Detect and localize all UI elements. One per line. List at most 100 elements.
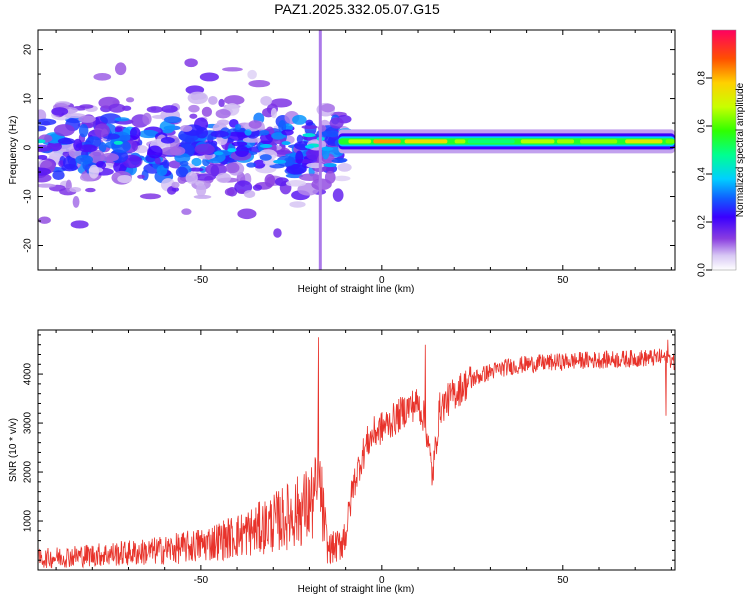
spectrogram-blob <box>175 166 189 178</box>
figure-title: PAZ1.2025.332.05.07.G15 <box>274 1 440 17</box>
spectrogram-blob <box>237 189 246 194</box>
spectrogram-blob <box>332 188 344 202</box>
spectrogram-image <box>38 30 675 270</box>
spectrogram-blob <box>201 106 213 117</box>
spectrogram-blob <box>199 72 219 82</box>
spectrogram-ytick-label: 0 <box>23 144 34 150</box>
spectrogram-blob <box>218 98 225 108</box>
spectrogram-blob <box>78 144 98 153</box>
spectrogram-ytick-label: -10 <box>23 189 34 204</box>
spectrogram-bright-spot <box>113 140 123 145</box>
spectrogram-blob <box>224 188 235 196</box>
spectrogram-blob <box>253 159 266 169</box>
spectrogram-blob <box>177 175 187 184</box>
spectrogram-bright-spot <box>259 144 273 149</box>
spectrogram-blob <box>125 97 135 103</box>
spectrogram-ytick-label: 10 <box>23 93 34 105</box>
spectrogram-blob <box>85 187 96 193</box>
spectrogram-carrier-core <box>579 139 618 144</box>
spectrogram-blob <box>171 187 180 192</box>
snr-xtick-label: 50 <box>557 575 569 586</box>
spectrogram-blob <box>231 141 248 147</box>
spectrogram-blob <box>154 156 161 165</box>
spectrogram-bright-spot <box>323 163 337 168</box>
snr-ytick-label: 4000 <box>23 363 34 386</box>
spectrogram-blob <box>181 208 192 215</box>
spectrogram-blob <box>72 196 80 208</box>
spectrogram-blob <box>259 129 270 136</box>
spectrogram-blob <box>215 109 231 119</box>
spectrogram-blob <box>305 119 314 126</box>
spectrogram-blob <box>139 193 162 200</box>
spectrogram-blob <box>193 194 212 199</box>
spectrogram-blob <box>252 184 263 191</box>
spectrogram-blob <box>320 103 335 113</box>
spectrogram-blob <box>270 107 277 119</box>
spectrogram-blob <box>38 167 51 176</box>
spectrogram-blob <box>194 143 215 155</box>
spectrogram-blob <box>135 145 148 154</box>
spectrogram-blob <box>324 170 336 184</box>
spectrogram-blob <box>117 174 132 184</box>
snr-xlabel: Height of straight line (km) <box>298 584 415 595</box>
spectrogram-blob <box>93 72 112 81</box>
snr-series-line <box>38 337 675 569</box>
spectrogram-blob <box>89 149 105 164</box>
spectrogram-blob <box>208 95 218 105</box>
spectrogram-blob <box>301 124 318 130</box>
spectrogram-blob <box>170 146 186 156</box>
spectrogram-blob <box>51 107 69 116</box>
spectrogram-blob <box>246 162 257 168</box>
spectrogram-blob <box>285 180 307 187</box>
spectrogram-blob <box>147 145 163 159</box>
spectrogram-blob <box>52 170 65 181</box>
spectrogram-ytick-label: 20 <box>23 44 34 56</box>
spectrogram-bright-spot <box>320 146 334 151</box>
spectrogram-blob <box>142 112 152 125</box>
spectrogram-blob <box>38 144 52 152</box>
spectrogram-blob <box>321 130 342 138</box>
spectrogram-blob <box>194 173 216 181</box>
colorbar <box>711 29 737 271</box>
spectrogram-blob <box>58 160 65 168</box>
spectrogram-carrier-core <box>556 139 575 144</box>
colorbar-ticks: 0.0 0.2 0.4 0.6 0.8 <box>697 71 712 277</box>
spectrogram-ticks: -50 0 50 -20 -10 0 10 20 <box>23 30 675 286</box>
snr-xtick-label: -50 <box>194 575 209 586</box>
spectrogram-blob <box>99 113 122 124</box>
spectrogram-blob <box>225 162 240 174</box>
spectrogram-blob <box>38 173 52 183</box>
spectrogram-bright-spot <box>227 148 237 153</box>
spectrogram-blob <box>276 155 296 167</box>
spectrogram-frame <box>37 29 676 271</box>
spectrogram-blob <box>216 119 230 126</box>
spectrogram-blob <box>94 123 110 138</box>
spectrogram-blob <box>306 162 325 169</box>
spectrogram-carrier-core <box>348 139 372 144</box>
spectrogram-blob <box>78 115 96 123</box>
spectrogram-blob <box>161 105 178 113</box>
spectrogram-blob <box>75 154 94 165</box>
spectrogram-blob <box>38 118 57 126</box>
spectrogram-blob <box>333 175 351 182</box>
spectrogram-blob <box>259 154 272 161</box>
spectrogram-blob <box>337 163 352 172</box>
spectrogram-blob <box>189 113 198 119</box>
spectrogram-blob <box>38 125 47 132</box>
spectrogram-blob <box>260 95 273 106</box>
snr-ytick-label: 2000 <box>23 460 34 483</box>
spectrogram-blob <box>38 154 48 160</box>
spectrogram-blob <box>179 160 189 167</box>
spectrogram-xlabel: Height of straight line (km) <box>298 284 415 295</box>
spectrogram-ylabel: Frequency (Hz) <box>8 116 19 185</box>
spectrogram-blob <box>171 181 180 189</box>
spectrogram-blob <box>98 141 107 153</box>
spectrogram-blob <box>70 220 89 229</box>
spectrogram-xtick-label: 0 <box>379 275 385 286</box>
spectrogram-blob <box>271 132 286 140</box>
spectrogram-blob <box>160 137 175 144</box>
spectrogram-blob <box>248 120 262 129</box>
spectrogram-blob <box>295 150 304 165</box>
spectrogram-carrier-core <box>373 139 401 144</box>
